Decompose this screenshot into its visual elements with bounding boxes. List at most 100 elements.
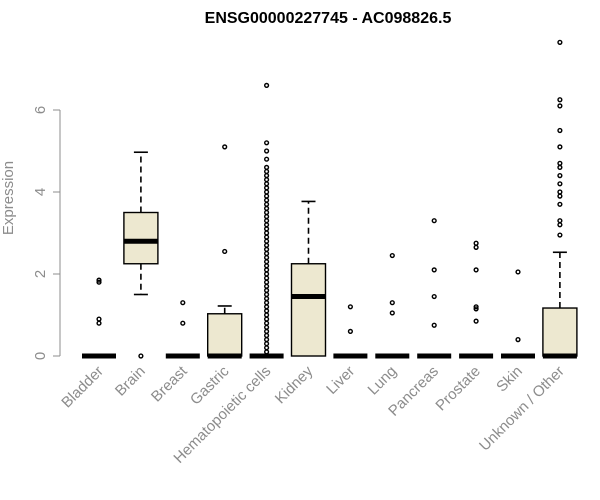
outlier-point [557,201,563,207]
outlier-point [473,267,479,273]
outlier-point [431,267,437,273]
outlier-point [264,320,270,326]
outlier-point [557,164,563,170]
outlier-point [264,316,270,322]
outlier-point [264,332,270,339]
box-brain [123,151,159,359]
outlier-point [264,341,270,347]
outlier-point [264,349,270,355]
outlier-point [264,168,270,175]
outlier-point [180,320,186,326]
outlier-point [431,293,437,300]
outlier-point [264,271,270,277]
outlier-point [264,324,270,330]
outlier-point [431,218,437,224]
outlier-point [264,156,270,162]
outlier-point [347,328,353,334]
outlier-point [264,267,270,273]
outlier-point [473,244,479,250]
outlier-point [557,103,563,109]
outlier-point [473,304,479,310]
outlier-point [264,242,270,248]
y-axis: 0 2 4 6 [32,106,61,360]
outlier-point [264,312,270,318]
y-tick-label: 0 [32,352,49,360]
outlier-point [264,201,270,207]
box-prostate [459,240,494,359]
outlier-point [264,214,270,220]
box-rect [290,263,327,357]
x-tick-label: Breast [148,362,191,405]
outlier-point [264,193,270,199]
outlier-point [264,259,270,265]
outlier-point [264,337,270,343]
outlier-point [138,353,144,359]
outlier-point [557,222,563,228]
outlier-point [96,320,102,326]
outlier-point [264,173,270,179]
x-tick-label: Prostate [432,363,484,415]
outlier-point [96,316,102,322]
outlier-point [264,304,270,310]
outlier-point [264,234,270,240]
outlier-point [264,181,270,187]
outlier-point [515,337,521,343]
box-breast [165,300,200,359]
box-pancreas [417,218,452,359]
outlier-point [264,263,270,269]
outlier-point [264,177,270,183]
y-tick-label: 2 [32,270,49,278]
outlier-point [431,322,437,328]
box-rect [542,307,578,357]
outlier-point [557,144,563,150]
outlier-point [389,300,395,306]
outlier-point [557,173,563,179]
outlier-point [222,248,228,255]
x-tick-label: Liver [323,363,358,398]
outlier-point [264,287,270,293]
outlier-point [515,269,521,275]
outlier-point [389,252,395,259]
outlier-point [264,185,270,191]
y-tick-label: 6 [32,106,49,114]
outlier-point [557,127,563,134]
x-tick-label: Kidney [272,362,317,407]
outlier-point [473,240,479,246]
box-bladder [82,277,116,359]
outlier-point [389,310,395,316]
outlier-point [264,308,270,314]
outlier-point [557,39,563,45]
outlier-point [264,226,270,232]
box-kidney [290,200,327,357]
outlier-point [96,277,102,283]
outlier-point [264,209,270,216]
outlier-point [264,328,270,334]
outlier-point [264,345,270,351]
outlier-point [264,279,270,285]
outlier-point [264,283,270,289]
outlier-point [264,82,270,88]
outlier-point [557,232,563,238]
outlier-point [264,296,270,302]
outlier-point [473,318,479,324]
box-unknown-other [542,39,578,359]
outlier-point [264,275,270,281]
box-liver [333,304,368,359]
outlier-point [557,97,563,103]
outlier-point [557,181,563,187]
box-rect [123,211,159,265]
outlier-point [264,148,270,154]
outlier-point [557,160,563,166]
outlier-point [347,304,353,310]
y-axis-label: Expression [0,161,17,235]
outlier-point [264,300,270,306]
outlier-point [264,238,270,244]
outlier-point [473,306,479,312]
outlier-point [264,291,270,298]
outlier-point [264,250,270,257]
y-tick-label: 4 [32,188,49,196]
outlier-point [264,255,270,261]
box-hematopoietic-cells [249,82,284,359]
